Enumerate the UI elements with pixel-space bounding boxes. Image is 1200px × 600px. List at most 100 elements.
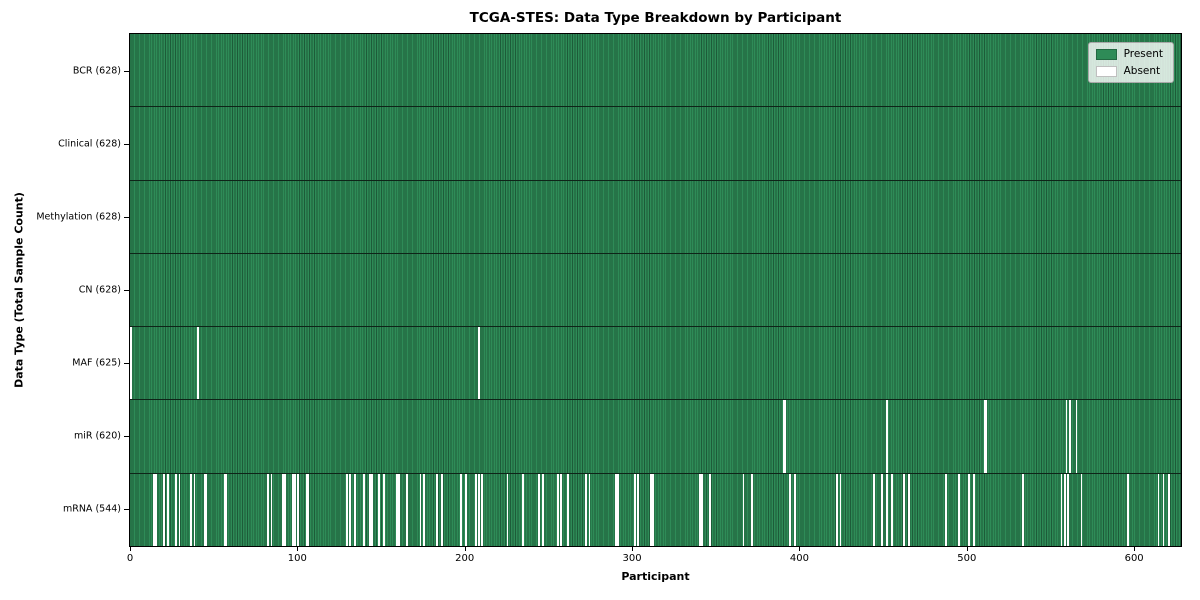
absent-stripe <box>153 473 156 546</box>
absent-stripe <box>700 473 703 546</box>
absent-stripe <box>478 473 480 546</box>
xtick-mark <box>1134 547 1136 551</box>
absent-stripe <box>560 473 562 546</box>
ytick-mark <box>124 363 129 365</box>
ytick-mark <box>124 216 129 218</box>
absent-stripe <box>282 473 285 546</box>
absent-stripe <box>891 473 894 546</box>
absent-stripe <box>1162 473 1165 546</box>
ytick-mark <box>124 509 129 511</box>
row-CN <box>130 253 1181 328</box>
absent-stripe <box>419 473 422 546</box>
ytick-label-mRNA: mRNA (544) <box>62 503 121 515</box>
absent-stripe <box>382 473 385 546</box>
legend: Present Absent <box>1087 42 1174 83</box>
absent-stripe <box>396 473 398 546</box>
absent-stripe <box>709 473 711 546</box>
absent-stripe <box>886 473 889 546</box>
absent-stripe <box>506 473 509 546</box>
xtick-mark <box>966 547 968 551</box>
absent-stripe <box>541 473 544 546</box>
absent-stripe <box>1063 473 1066 546</box>
absent-stripe <box>750 473 753 546</box>
absent-stripe <box>1075 400 1078 473</box>
absent-stripe <box>223 473 226 546</box>
absent-stripe <box>637 473 639 546</box>
xtick-mark <box>297 547 299 551</box>
absent-stripe <box>178 473 181 546</box>
absent-stripe <box>1068 400 1071 473</box>
absent-stripe <box>205 473 208 546</box>
xtick-label-600: 600 <box>1124 553 1144 564</box>
ytick-label-BCR: BCR (628) <box>72 65 121 77</box>
absent-stripe <box>538 473 541 546</box>
row-mRNA <box>130 473 1181 546</box>
chart-title: TCGA-STES: Data Type Breakdown by Partic… <box>469 10 842 26</box>
ytick-mark <box>124 436 129 438</box>
ytick-mark <box>124 70 129 72</box>
absent-stripe <box>521 473 524 546</box>
absent-stripe <box>196 327 199 400</box>
absent-stripe <box>836 473 839 546</box>
absent-stripe <box>270 473 273 546</box>
absent-stripe <box>908 473 911 546</box>
absent-swatch <box>1095 65 1117 77</box>
legend-entry-present: Present <box>1095 48 1163 60</box>
x-axis-label: Participant <box>621 570 690 583</box>
xtick-mark <box>799 547 801 551</box>
present-swatch <box>1095 48 1117 60</box>
row-BCR <box>130 34 1181 108</box>
legend-label-present: Present <box>1123 48 1163 60</box>
xtick-label-500: 500 <box>957 553 977 564</box>
absent-stripe <box>633 473 636 546</box>
absent-stripe <box>566 473 569 546</box>
absent-stripe <box>190 473 193 546</box>
xtick-label-0: 0 <box>126 553 134 564</box>
absent-stripe <box>1167 473 1170 546</box>
absent-stripe <box>1067 473 1070 546</box>
absent-stripe <box>225 473 228 546</box>
absent-stripe <box>958 473 961 546</box>
xtick-mark <box>632 547 634 551</box>
absent-stripe <box>556 473 559 546</box>
absent-stripe <box>436 473 439 546</box>
absent-stripe <box>784 400 787 473</box>
absent-stripe <box>873 473 875 546</box>
absent-stripe <box>397 473 400 546</box>
ytick-label-MAF: MAF (625) <box>72 357 121 369</box>
xtick-label-100: 100 <box>287 553 307 564</box>
absent-stripe <box>839 473 842 546</box>
absent-stripe <box>307 473 310 546</box>
absent-stripe <box>175 473 178 546</box>
absent-stripe <box>699 473 701 546</box>
absent-stripe <box>292 473 295 546</box>
absent-stripe <box>464 473 467 546</box>
ytick-label-Clinical: Clinical (628) <box>58 138 121 150</box>
absent-stripe <box>283 473 286 546</box>
absent-stripe <box>193 473 196 546</box>
xtick-mark <box>130 547 131 551</box>
absent-stripe <box>406 473 409 546</box>
absent-stripe <box>362 473 365 546</box>
row-miR <box>130 400 1181 474</box>
absent-stripe <box>617 473 619 546</box>
absent-stripe <box>349 473 352 546</box>
ytick-mark <box>124 290 129 291</box>
absent-stripe <box>1157 473 1160 546</box>
absent-stripe <box>585 473 588 546</box>
row-Methylation <box>130 180 1181 254</box>
absent-stripe <box>478 327 480 400</box>
absent-stripe <box>377 473 380 546</box>
absent-stripe <box>903 473 906 546</box>
xtick-label-200: 200 <box>455 553 475 564</box>
absent-stripe <box>305 473 308 546</box>
absent-stripe <box>782 400 785 473</box>
absent-stripe <box>886 400 889 473</box>
xtick-label-400: 400 <box>789 553 809 564</box>
absent-stripe <box>1060 473 1063 546</box>
legend-entry-absent: Absent <box>1095 65 1163 77</box>
absent-stripe <box>789 473 792 546</box>
absent-stripe <box>370 473 373 546</box>
plot-area: Present Absent <box>129 33 1182 547</box>
